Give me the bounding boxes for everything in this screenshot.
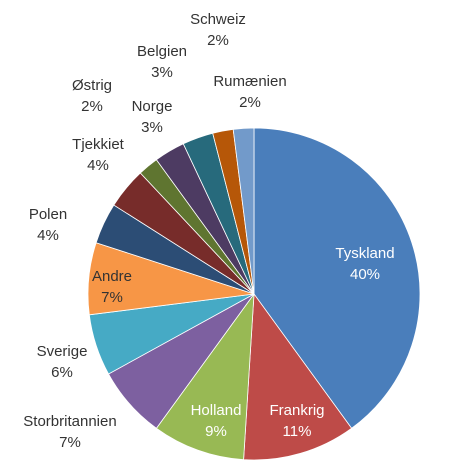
slice-value: 2% <box>207 32 229 49</box>
slice-label: Østrig <box>72 77 112 94</box>
pie-slice <box>253 127 421 429</box>
slice-value: 7% <box>59 434 81 451</box>
slice-label: Tjekkiet <box>72 136 125 153</box>
slice-value: 3% <box>141 119 163 136</box>
slice-value: 3% <box>151 64 173 81</box>
pie-slice <box>243 292 353 461</box>
slice-value: 6% <box>51 364 73 381</box>
slice-value: 4% <box>87 157 109 174</box>
slice-value: 7% <box>101 289 123 306</box>
slice-value: 11% <box>283 423 312 440</box>
slice-value: 40% <box>350 266 380 283</box>
slice-value: 4% <box>37 227 59 244</box>
slice-label: Storbritannien <box>23 413 116 430</box>
slice-label: Polen <box>29 206 67 223</box>
slice-label: Norge <box>132 98 173 115</box>
slice-label: Rumænien <box>213 73 286 90</box>
slice-label: Sverige <box>37 343 88 360</box>
slice-label: Andre <box>92 268 132 285</box>
slice-value: 9% <box>205 423 227 440</box>
slice-value: 2% <box>81 98 103 115</box>
slice-label: Tyskland <box>335 245 394 262</box>
slice-label: Belgien <box>137 43 187 60</box>
pie-slice <box>232 127 255 295</box>
pie-slice <box>155 292 255 461</box>
slice-label: Schweiz <box>190 11 246 28</box>
slice-label: Frankrig <box>269 402 324 419</box>
slice-value: 2% <box>239 94 261 111</box>
slice-label: Holland <box>191 402 242 419</box>
